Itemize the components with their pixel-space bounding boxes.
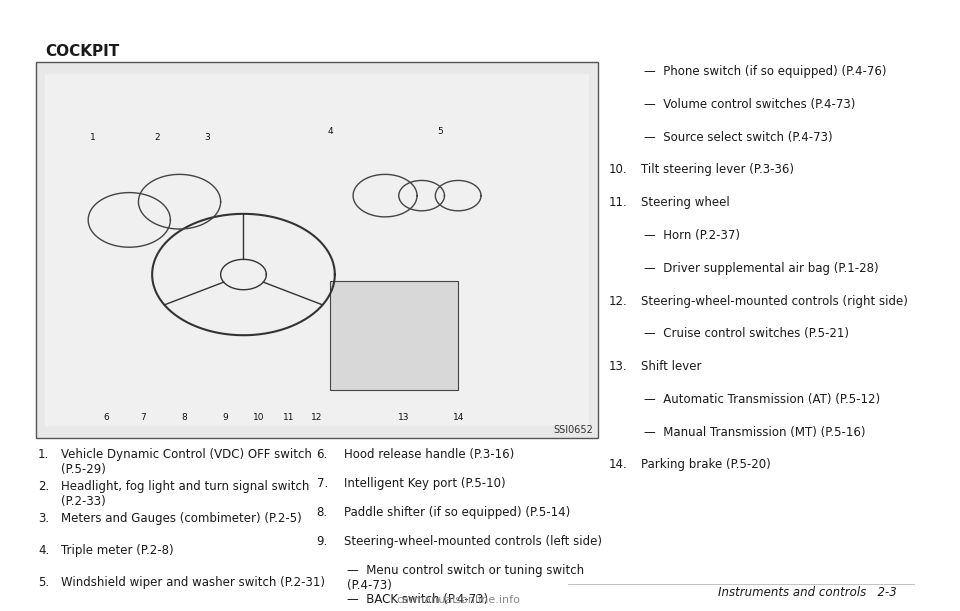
Text: —  Driver supplemental air bag (P.1-28): — Driver supplemental air bag (P.1-28) — [643, 262, 878, 275]
Text: —  Phone switch (if so equipped) (P.4-76): — Phone switch (if so equipped) (P.4-76) — [643, 65, 886, 78]
Text: —  Source select switch (P.4-73): — Source select switch (P.4-73) — [643, 131, 832, 144]
Bar — [330, 280, 458, 390]
Text: —  Manual Transmission (MT) (P.5-16): — Manual Transmission (MT) (P.5-16) — [643, 426, 865, 439]
Text: 1.: 1. — [38, 447, 49, 461]
Text: —  Horn (P.2-37): — Horn (P.2-37) — [643, 229, 739, 242]
Text: —  Menu control switch or tuning switch
(P.4-73): — Menu control switch or tuning switch (… — [347, 564, 584, 592]
Text: —  BACK switch (P.4-73): — BACK switch (P.4-73) — [347, 593, 488, 606]
Text: 3.: 3. — [38, 512, 49, 525]
Text: 10.: 10. — [609, 164, 628, 177]
Text: 4.: 4. — [38, 544, 49, 557]
Text: 11.: 11. — [609, 196, 628, 209]
Text: Steering-wheel-mounted controls (left side): Steering-wheel-mounted controls (left si… — [344, 535, 602, 548]
Text: Vehicle Dynamic Control (VDC) OFF switch
(P.5-29): Vehicle Dynamic Control (VDC) OFF switch… — [60, 447, 312, 475]
Text: 2.: 2. — [38, 480, 49, 492]
Text: 6: 6 — [104, 412, 109, 422]
Text: 6.: 6. — [317, 447, 327, 461]
Text: Headlight, fog light and turn signal switch
(P.2-33): Headlight, fog light and turn signal swi… — [60, 480, 309, 508]
Text: Shift lever: Shift lever — [641, 360, 702, 373]
Text: 5: 5 — [437, 127, 443, 136]
Text: 2: 2 — [154, 133, 159, 142]
Text: 12: 12 — [311, 412, 323, 422]
Text: 14.: 14. — [609, 458, 628, 472]
Text: Instruments and controls   2-3: Instruments and controls 2-3 — [718, 587, 897, 599]
Text: SSI0652: SSI0652 — [554, 425, 593, 436]
Text: 8.: 8. — [317, 506, 327, 519]
Text: 14: 14 — [452, 412, 464, 422]
Text: 7.: 7. — [317, 477, 327, 489]
Text: —  Volume control switches (P.4-73): — Volume control switches (P.4-73) — [643, 98, 855, 111]
Text: carmanualsonline.info: carmanualsonline.info — [396, 595, 520, 606]
Text: Triple meter (P.2-8): Triple meter (P.2-8) — [60, 544, 174, 557]
Text: 8: 8 — [181, 412, 187, 422]
Text: COCKPIT: COCKPIT — [45, 44, 119, 59]
Text: 9: 9 — [223, 412, 228, 422]
Text: Meters and Gauges (combimeter) (P.2-5): Meters and Gauges (combimeter) (P.2-5) — [60, 512, 301, 525]
Text: 3: 3 — [204, 133, 210, 142]
Bar — [45, 74, 588, 426]
Text: 4: 4 — [327, 127, 333, 136]
Text: 12.: 12. — [609, 295, 628, 307]
Text: 11: 11 — [283, 412, 295, 422]
Text: Steering wheel: Steering wheel — [641, 196, 730, 209]
Text: Windshield wiper and washer switch (P.2-31): Windshield wiper and washer switch (P.2-… — [60, 576, 324, 589]
Text: 13.: 13. — [609, 360, 628, 373]
Text: 10: 10 — [253, 412, 265, 422]
FancyBboxPatch shape — [36, 62, 598, 439]
Text: Intelligent Key port (P.5-10): Intelligent Key port (P.5-10) — [344, 477, 506, 489]
Text: Steering-wheel-mounted controls (right side): Steering-wheel-mounted controls (right s… — [641, 295, 908, 307]
Text: 13: 13 — [397, 412, 409, 422]
Text: Parking brake (P.5-20): Parking brake (P.5-20) — [641, 458, 771, 472]
Text: 7: 7 — [140, 412, 146, 422]
Text: 9.: 9. — [317, 535, 327, 548]
Text: —  Automatic Transmission (AT) (P.5-12): — Automatic Transmission (AT) (P.5-12) — [643, 393, 879, 406]
Text: 1: 1 — [90, 133, 96, 142]
Text: Tilt steering lever (P.3-36): Tilt steering lever (P.3-36) — [641, 164, 794, 177]
Text: 5.: 5. — [38, 576, 49, 589]
Text: —  Cruise control switches (P.5-21): — Cruise control switches (P.5-21) — [643, 327, 849, 340]
Text: Hood release handle (P.3-16): Hood release handle (P.3-16) — [344, 447, 515, 461]
Text: Paddle shifter (if so equipped) (P.5-14): Paddle shifter (if so equipped) (P.5-14) — [344, 506, 570, 519]
